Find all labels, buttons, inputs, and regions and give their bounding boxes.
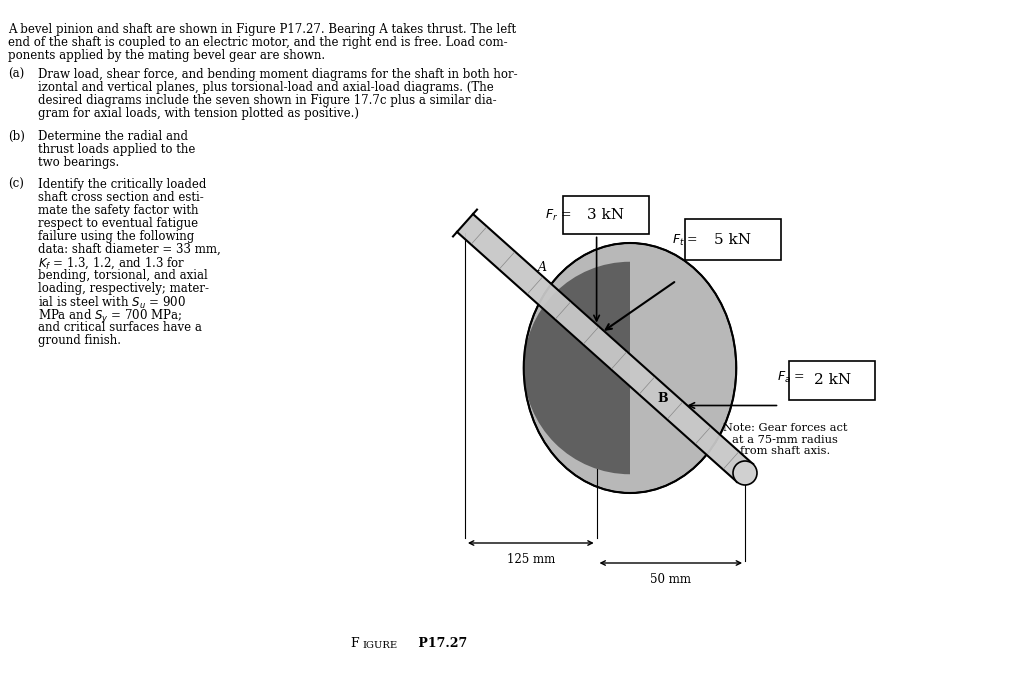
Text: 2 kN: 2 kN [814, 373, 851, 387]
Text: P17.27: P17.27 [414, 637, 467, 650]
Text: A: A [539, 261, 548, 274]
Text: Determine the radial and: Determine the radial and [38, 130, 188, 143]
Text: data: shaft diameter = 33 mm,: data: shaft diameter = 33 mm, [38, 243, 221, 256]
Text: izontal and vertical planes, plus torsional-load and axial-load diagrams. (The: izontal and vertical planes, plus torsio… [38, 81, 494, 94]
Ellipse shape [523, 243, 736, 493]
Text: ial is steel with $S_u$ = 900: ial is steel with $S_u$ = 900 [38, 295, 185, 311]
Polygon shape [457, 214, 753, 482]
Circle shape [733, 461, 757, 485]
Text: Note: Gear forces act
at a 75-mm radius
from shaft axis.: Note: Gear forces act at a 75-mm radius … [723, 423, 847, 456]
Text: $K_f$ = 1.3, 1.2, and 1.3 for: $K_f$ = 1.3, 1.2, and 1.3 for [38, 256, 185, 271]
Wedge shape [523, 262, 630, 474]
Text: B: B [657, 393, 668, 405]
Text: ponents applied by the mating bevel gear are shown.: ponents applied by the mating bevel gear… [8, 49, 326, 62]
Text: failure using the following: failure using the following [38, 230, 195, 243]
Text: 50 mm: 50 mm [650, 573, 691, 586]
Text: ground finish.: ground finish. [38, 334, 121, 347]
FancyBboxPatch shape [790, 361, 876, 399]
Text: mate the safety factor with: mate the safety factor with [38, 204, 199, 217]
FancyBboxPatch shape [685, 220, 780, 260]
Text: MPa and $S_y$ = 700 MPa;: MPa and $S_y$ = 700 MPa; [38, 308, 182, 326]
Text: $F_t$ =: $F_t$ = [672, 233, 697, 248]
Text: 3 kN: 3 kN [587, 208, 624, 222]
Text: (b): (b) [8, 130, 25, 143]
Text: $F_a$ =: $F_a$ = [777, 370, 806, 385]
Text: 5 kN: 5 kN [714, 233, 751, 247]
Text: Identify the critically loaded: Identify the critically loaded [38, 178, 207, 191]
Text: shaft cross section and esti-: shaft cross section and esti- [38, 191, 204, 204]
Text: gram for axial loads, with tension plotted as positive.): gram for axial loads, with tension plott… [38, 107, 359, 120]
Text: loading, respectively; mater-: loading, respectively; mater- [38, 282, 209, 295]
FancyBboxPatch shape [562, 195, 648, 235]
Text: end of the shaft is coupled to an electric motor, and the right end is free. Loa: end of the shaft is coupled to an electr… [8, 36, 508, 49]
Text: (a): (a) [8, 68, 25, 81]
Text: bending, torsional, and axial: bending, torsional, and axial [38, 269, 208, 282]
Text: Draw load, shear force, and bending moment diagrams for the shaft in both hor-: Draw load, shear force, and bending mome… [38, 68, 517, 81]
Text: two bearings.: two bearings. [38, 156, 119, 169]
Text: $F_r$ =: $F_r$ = [545, 207, 570, 222]
Text: (c): (c) [8, 178, 24, 191]
Text: respect to eventual fatigue: respect to eventual fatigue [38, 217, 198, 230]
Text: A bevel pinion and shaft are shown in Figure P17.27. Bearing A takes thrust. The: A bevel pinion and shaft are shown in Fi… [8, 23, 516, 36]
Text: IGURE: IGURE [362, 641, 397, 650]
Text: desired diagrams include the seven shown in Figure 17.7c plus a similar dia-: desired diagrams include the seven shown… [38, 94, 497, 107]
Text: and critical surfaces have a: and critical surfaces have a [38, 321, 202, 334]
Text: 125 mm: 125 mm [507, 553, 555, 566]
Text: F: F [350, 637, 358, 650]
Text: thrust loads applied to the: thrust loads applied to the [38, 143, 196, 156]
